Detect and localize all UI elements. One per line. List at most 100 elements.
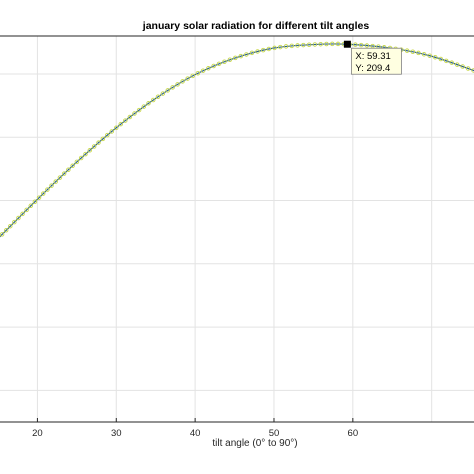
data-point — [185, 76, 190, 81]
data-point — [432, 55, 438, 60]
data-point — [427, 53, 432, 58]
data-point — [460, 64, 465, 69]
data-point — [74, 159, 80, 165]
data-point — [16, 215, 21, 221]
data-point — [109, 129, 114, 134]
data-point — [216, 61, 222, 67]
data-point — [132, 111, 137, 116]
data-point — [32, 199, 38, 204]
data-point — [0, 232, 5, 237]
data-point — [465, 66, 471, 71]
data-point — [8, 223, 13, 229]
x-tick-label: 60 — [348, 428, 359, 439]
data-point — [28, 203, 34, 209]
data-point — [57, 175, 63, 180]
data-point — [146, 101, 151, 106]
data-point — [83, 151, 88, 157]
data-point — [438, 56, 444, 62]
data-point — [329, 41, 335, 47]
data-point — [61, 171, 67, 176]
data-point — [222, 59, 227, 65]
data-point — [20, 211, 25, 217]
data-point — [127, 114, 133, 120]
x-tick-label: 50 — [269, 428, 280, 439]
data-point — [87, 148, 93, 153]
data-point — [78, 155, 84, 161]
datatip-y-text: Y: 209.4 — [355, 63, 390, 74]
data-point — [160, 91, 166, 96]
data-point — [49, 183, 54, 188]
data-point — [190, 73, 195, 79]
datatip-marker — [343, 40, 351, 48]
axes-box — [0, 35, 474, 423]
data-point — [266, 46, 272, 52]
data-point — [260, 47, 266, 53]
data-point — [136, 107, 142, 113]
data-point — [404, 48, 410, 53]
x-axis-label: tilt angle (0° to 90°) — [212, 438, 297, 449]
data-point — [421, 51, 427, 57]
data-point — [24, 207, 29, 213]
x-tick-label: 40 — [190, 428, 201, 439]
data-point — [96, 140, 101, 145]
data-point — [175, 82, 180, 87]
data-point — [118, 121, 123, 127]
data-point — [255, 49, 260, 54]
data-point — [100, 136, 106, 142]
series-markers — [0, 41, 474, 237]
data-point — [200, 68, 206, 73]
data-point — [272, 45, 277, 51]
data-point — [353, 42, 358, 47]
data-point — [454, 62, 460, 67]
grid-lines — [0, 36, 474, 422]
x-tick-label: 20 — [32, 428, 43, 439]
data-point — [150, 97, 156, 103]
data-point — [312, 42, 318, 47]
data-point — [358, 42, 364, 48]
data-point — [364, 43, 370, 48]
x-axis-ticks: 20 30 40 50 60 — [32, 418, 358, 439]
data-point — [238, 53, 244, 59]
data-point — [283, 44, 289, 49]
data-point — [141, 104, 147, 109]
data-point — [113, 125, 119, 131]
data-point — [40, 191, 46, 196]
chart-title: january solar radiation for different ti… — [142, 20, 370, 32]
data-point — [70, 163, 75, 169]
data-point — [444, 58, 449, 64]
data-point — [335, 41, 341, 47]
series-line — [0, 43, 474, 238]
data-point — [155, 94, 161, 100]
datatip-box — [350, 47, 402, 75]
data-point — [301, 42, 306, 48]
datatip-x-text: X: 59.31 — [355, 51, 390, 62]
data-point — [12, 219, 17, 225]
data-point — [449, 60, 454, 65]
data-point — [289, 43, 295, 49]
data-point — [180, 79, 185, 84]
data-point — [53, 179, 58, 184]
data-point — [295, 43, 300, 48]
data-point — [206, 66, 211, 71]
data-point — [165, 88, 170, 93]
data-point — [249, 50, 255, 56]
data-point — [91, 144, 97, 149]
datatip[interactable]: X: 59.31 Y: 209.4 — [343, 40, 402, 75]
x-tick-label: 30 — [111, 428, 122, 439]
data-point — [324, 41, 329, 47]
data-point — [195, 70, 201, 76]
data-point — [3, 228, 9, 233]
data-point — [36, 195, 42, 200]
data-point — [123, 118, 128, 123]
data-point — [278, 44, 283, 50]
data-point — [410, 49, 416, 54]
data-point — [244, 52, 249, 57]
data-point — [416, 50, 421, 56]
data-point — [211, 63, 216, 69]
data-point — [227, 57, 233, 63]
data-point — [318, 41, 323, 47]
data-point — [45, 187, 50, 192]
data-point — [66, 167, 71, 172]
data-point — [105, 132, 110, 138]
